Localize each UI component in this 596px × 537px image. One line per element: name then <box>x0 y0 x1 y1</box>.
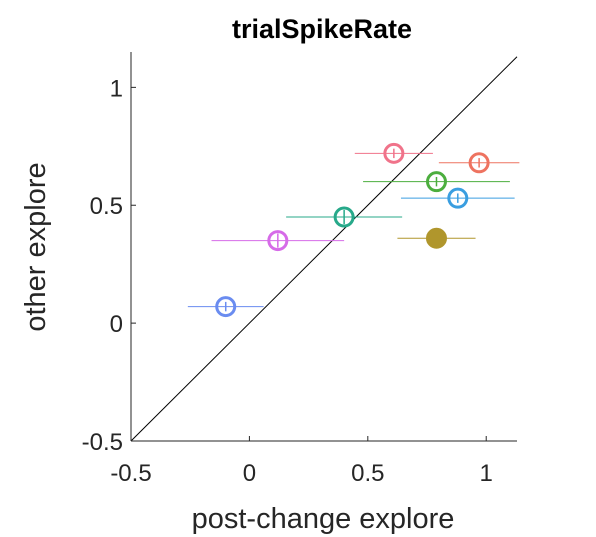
point <box>267 230 289 252</box>
point <box>215 296 237 318</box>
x-tick-label: -0.5 <box>110 460 151 487</box>
x-axis-label: post-change explore <box>192 503 455 535</box>
y-tick-label: 0 <box>110 311 123 338</box>
identity-line <box>130 56 518 442</box>
y-tick-label: 0.5 <box>90 193 123 220</box>
x-tick-label: 0.5 <box>351 460 384 487</box>
point <box>333 206 355 228</box>
y-tick-label: -0.5 <box>82 429 123 456</box>
y-tick-label: 1 <box>110 75 123 102</box>
y-axis-label: other explore <box>20 162 52 331</box>
point <box>468 152 490 174</box>
x-tick-label: 0 <box>243 460 256 487</box>
chart-title: trialSpikeRate <box>232 14 412 44</box>
point <box>383 142 405 164</box>
point <box>425 227 447 249</box>
point <box>447 187 469 209</box>
point <box>425 171 447 193</box>
x-tick-label: 1 <box>480 460 493 487</box>
